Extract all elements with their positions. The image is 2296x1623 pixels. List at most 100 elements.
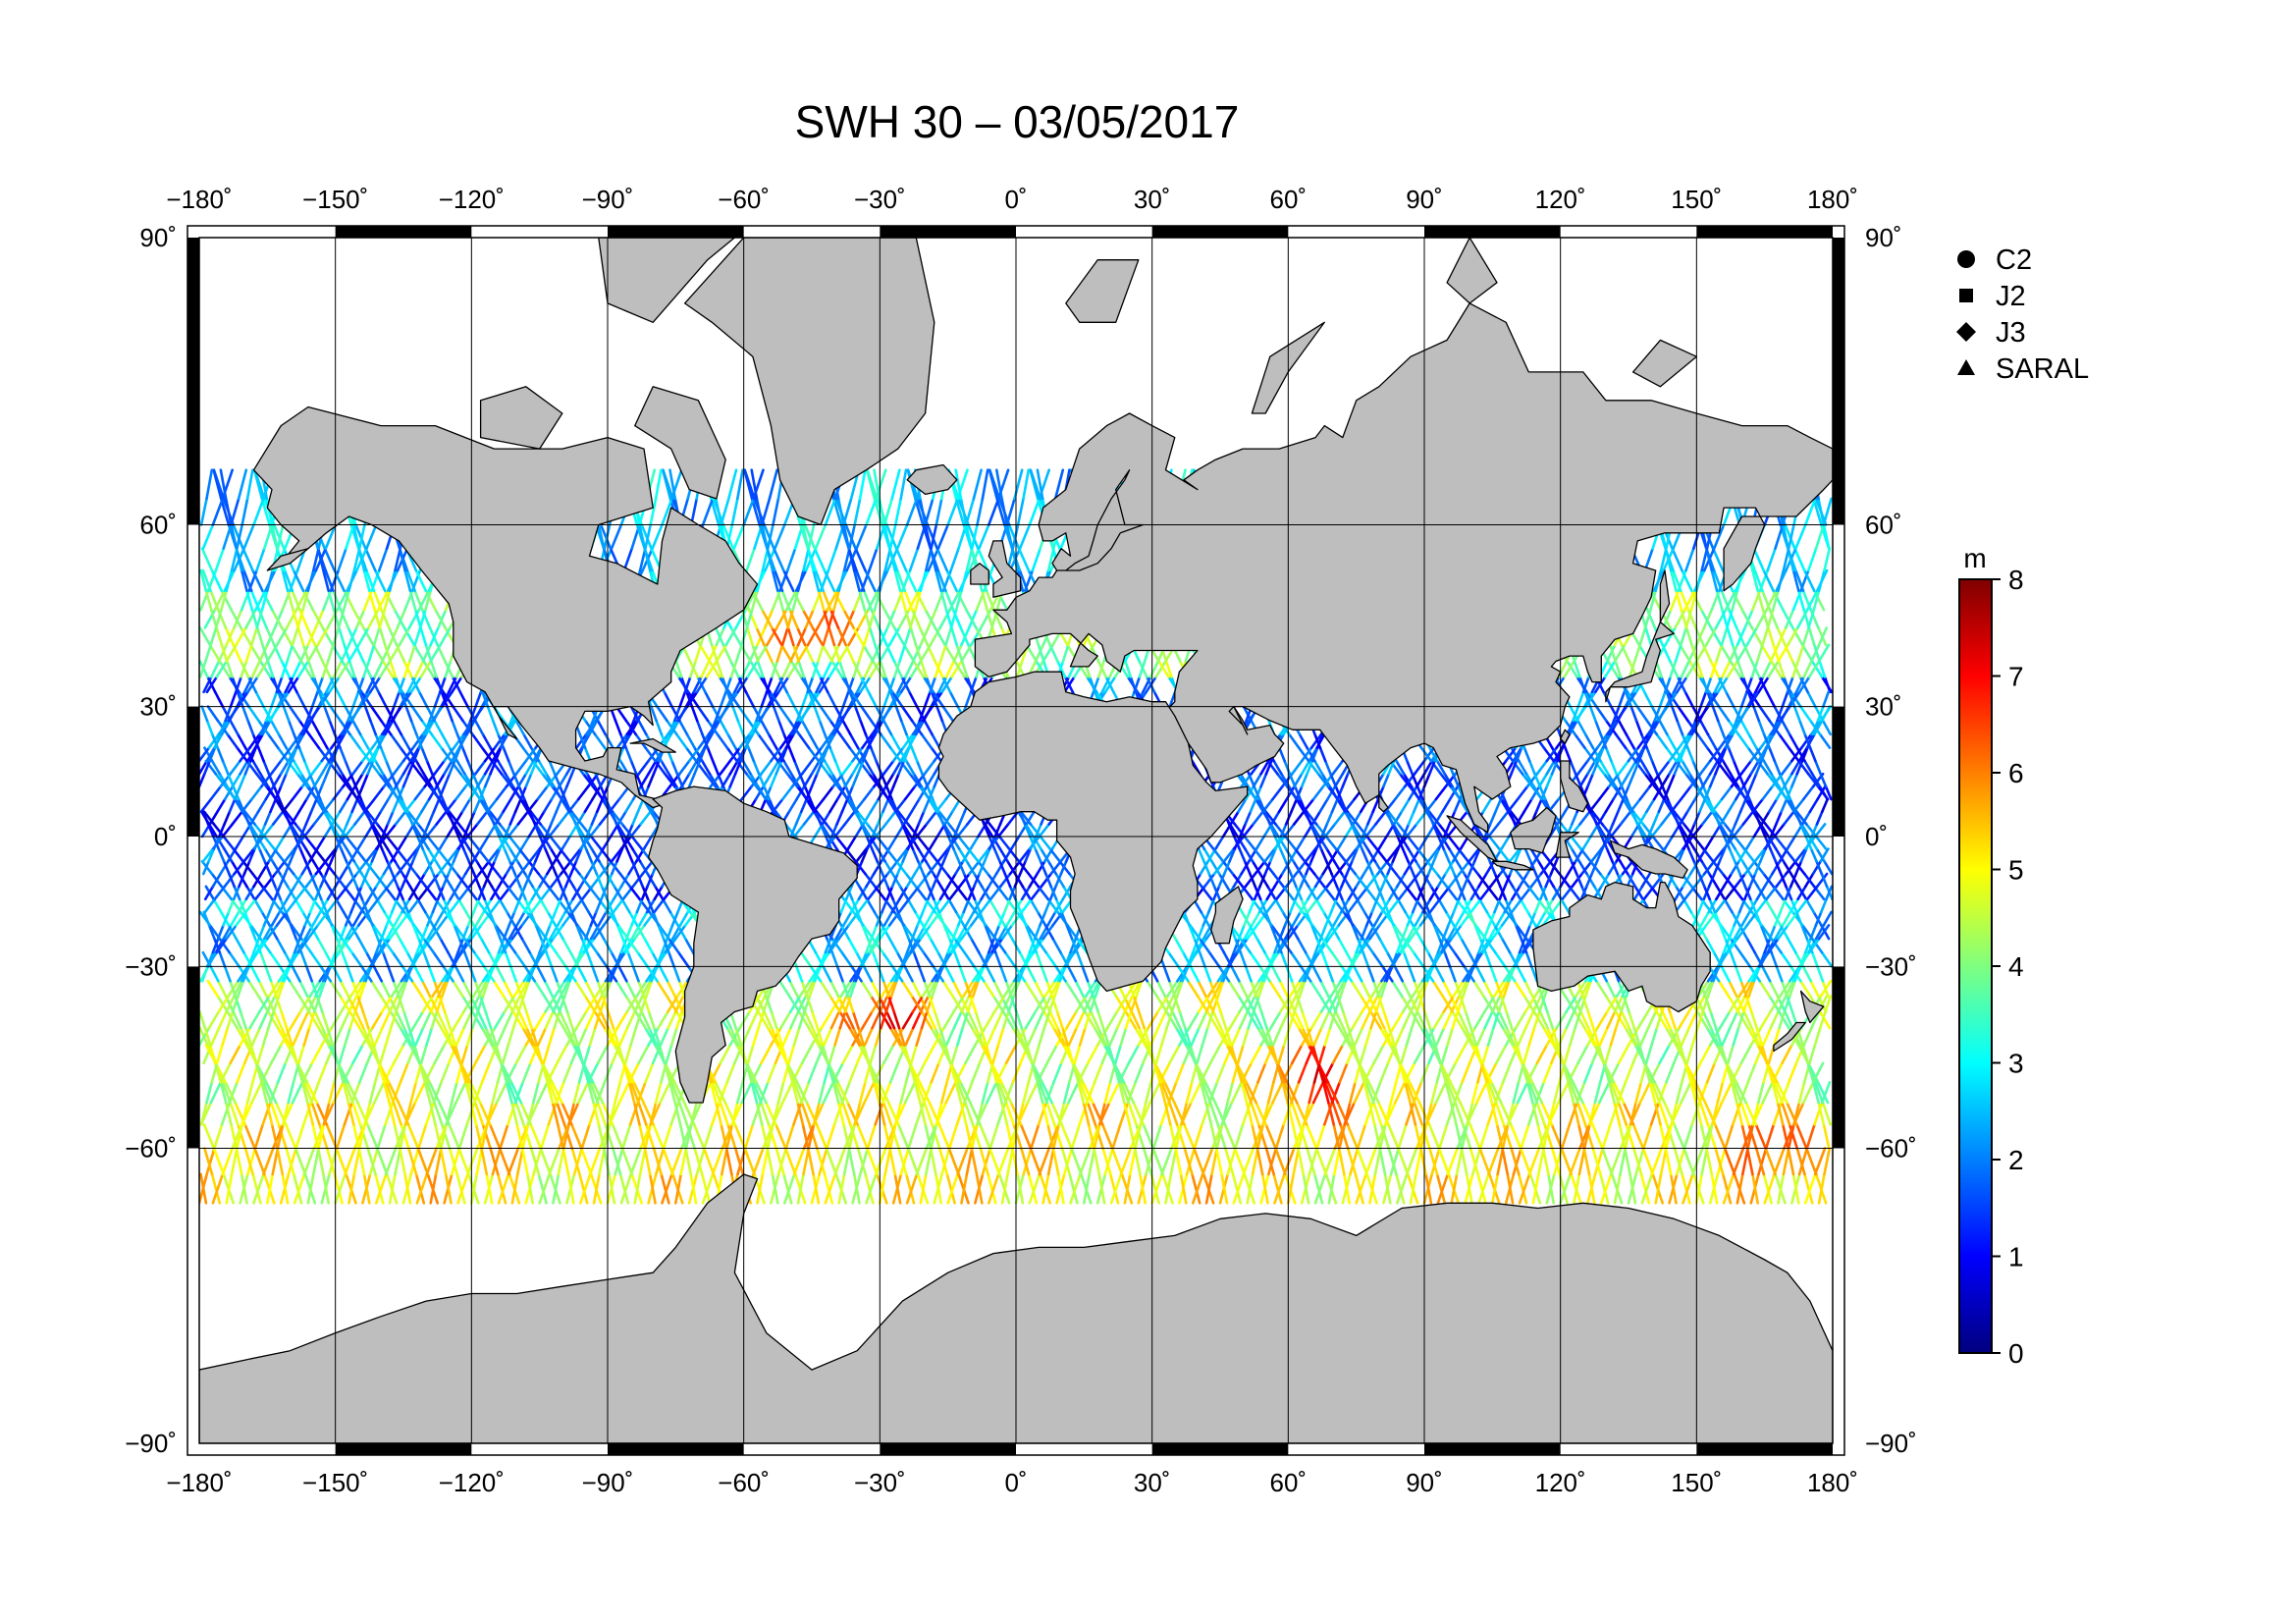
legend-label: C2	[1996, 244, 2032, 276]
lon-tick-label-top: 60˚	[1270, 185, 1308, 214]
lat-tick-label-right: −30˚	[1865, 951, 1917, 981]
satellite-track	[790, 468, 1025, 1205]
north-america-landmass	[252, 406, 759, 809]
victoria-island-landmass	[479, 386, 563, 450]
colorbar-tick-label: 4	[2008, 951, 2024, 982]
border-segment	[1696, 226, 1833, 238]
lon-tick-label-top: −60˚	[718, 185, 770, 214]
philippines-landmass	[1560, 760, 1589, 813]
lat-tick-label-left: 0˚	[154, 822, 177, 851]
japan-landmass	[1605, 621, 1675, 703]
lat-tick-label-right: 60˚	[1865, 511, 1902, 540]
lon-tick-label-top: 180˚	[1807, 185, 1858, 214]
lon-tick-label-top: 0˚	[1004, 185, 1027, 214]
latitude-labels-right: 90˚ 60˚ 30˚ 0˚ −30˚ −60˚ −90˚	[1865, 223, 1917, 1458]
colorbar-ticks: 0 1 2 3 4 5 6 7 8	[1992, 565, 2024, 1369]
satellite-track	[1504, 497, 1833, 1205]
colorbar-tick-label: 5	[2008, 855, 2024, 886]
australia-landmass	[1532, 881, 1711, 1013]
new-guinea-landmass	[1609, 839, 1688, 879]
lon-tick-label-bottom: −150˚	[302, 1468, 368, 1497]
lat-tick-label-left: 60˚	[139, 511, 177, 540]
lon-tick-label-top: 90˚	[1406, 185, 1443, 214]
satellite-track	[750, 468, 984, 1205]
madagascar-landmass	[1210, 886, 1244, 945]
lon-tick-label-top: −120˚	[439, 185, 505, 214]
colorbar-tick-label: 8	[2008, 565, 2024, 595]
legend-item-saral: SARAL	[1957, 353, 2089, 385]
longitude-labels-top: −180˚ −150˚ −120˚ −90˚ −60˚ −30˚ 0˚ 30˚ 60˚ 90˚ 12…	[166, 185, 1858, 214]
lat-tick-label-right: 90˚	[1865, 223, 1902, 252]
lat-tick-label-right: 0˚	[1865, 822, 1888, 851]
lon-tick-label-bottom: 180˚	[1807, 1468, 1858, 1497]
border-segment	[335, 1443, 472, 1455]
satellite-track	[200, 468, 1832, 1205]
chart-title: SWH 30 – 03/05/2017	[795, 96, 1240, 147]
svalbard-landmass	[1065, 259, 1140, 323]
border-segment	[1696, 1443, 1833, 1455]
ireland-landmass	[970, 563, 989, 585]
border-segment	[880, 1443, 1016, 1455]
circle-marker-icon	[1957, 250, 1975, 268]
border-segment	[1424, 1443, 1561, 1455]
triangle-marker-icon	[1957, 359, 1975, 375]
border-segment	[335, 226, 472, 238]
great-britain-landmass	[988, 540, 1022, 598]
colorbar-unit: m	[1963, 543, 1986, 573]
lon-tick-label-top: −90˚	[582, 185, 634, 214]
border-segment	[1151, 226, 1289, 238]
cuba-landmass	[629, 737, 676, 753]
lon-tick-label-bottom: 120˚	[1535, 1468, 1586, 1497]
border-segment	[608, 226, 744, 238]
new-zealand-north-landmass	[1799, 990, 1825, 1024]
satellite-track	[212, 468, 644, 1205]
lon-tick-label-bottom: 30˚	[1134, 1468, 1171, 1497]
latitude-labels-left: 90˚ 60˚ 30˚ 0˚ −30˚ −60˚ −90˚	[125, 223, 177, 1458]
lon-tick-label-bottom: −180˚	[166, 1468, 232, 1497]
lon-tick-label-top: 150˚	[1671, 185, 1722, 214]
lon-tick-label-top: −30˚	[854, 185, 906, 214]
satellite-track	[1422, 468, 1759, 1205]
longitude-labels-bottom: −180˚ −150˚ −120˚ −90˚ −60˚ −30˚ 0˚ 30˚ 60˚ 90˚ 12…	[166, 1468, 1858, 1497]
taiwan-landmass	[1560, 729, 1571, 744]
lat-tick-label-left: −30˚	[125, 951, 177, 981]
square-marker-icon	[1959, 289, 1973, 302]
border-segment	[880, 226, 1016, 238]
colorbar-tick-label: 6	[2008, 758, 2024, 788]
java-landmass	[1491, 860, 1534, 871]
borneo-landmass	[1510, 806, 1557, 854]
satellite-track	[202, 468, 1833, 1205]
lat-tick-label-left: 90˚	[139, 223, 177, 252]
legend-label: J2	[1996, 281, 2026, 312]
alaska-peninsula-landmass	[266, 548, 309, 571]
lat-tick-label-right: −60˚	[1865, 1133, 1917, 1163]
lon-tick-label-top: 120˚	[1535, 185, 1586, 214]
legend-item-j2: J2	[1959, 281, 2026, 312]
sri-lanka-landmass	[1378, 794, 1389, 813]
map-area	[198, 237, 1834, 1444]
diamond-marker-icon	[1956, 322, 1976, 342]
border-segment	[1833, 706, 1844, 837]
sakhalin-landmass	[1659, 569, 1671, 623]
baffin-island-landmass	[634, 386, 726, 500]
satellite-legend: C2 J2 J3 SARAL	[1956, 244, 2089, 385]
colorbar-tick-label: 7	[2008, 662, 2024, 692]
new-zealand-south-landmass	[1773, 1021, 1806, 1053]
border-segment	[187, 238, 199, 525]
colorbar-ramp	[1958, 578, 1993, 1354]
lon-tick-label-bottom: −90˚	[582, 1468, 634, 1497]
border-segment	[1833, 966, 1844, 1149]
lon-tick-label-top: −180˚	[166, 185, 232, 214]
border-segment	[187, 706, 199, 837]
satellite-track	[199, 468, 1830, 1205]
lon-tick-label-bottom: 150˚	[1671, 1468, 1722, 1497]
satellite-track	[831, 468, 1065, 1205]
legend-item-c2: C2	[1957, 244, 2032, 276]
lat-tick-label-right: −90˚	[1865, 1429, 1917, 1458]
lon-tick-label-bottom: 90˚	[1406, 1468, 1443, 1497]
lon-tick-label-top: 30˚	[1134, 185, 1171, 214]
legend-label: SARAL	[1996, 353, 2089, 385]
border-segment	[1833, 238, 1844, 525]
lat-tick-label-left: −90˚	[125, 1429, 177, 1458]
